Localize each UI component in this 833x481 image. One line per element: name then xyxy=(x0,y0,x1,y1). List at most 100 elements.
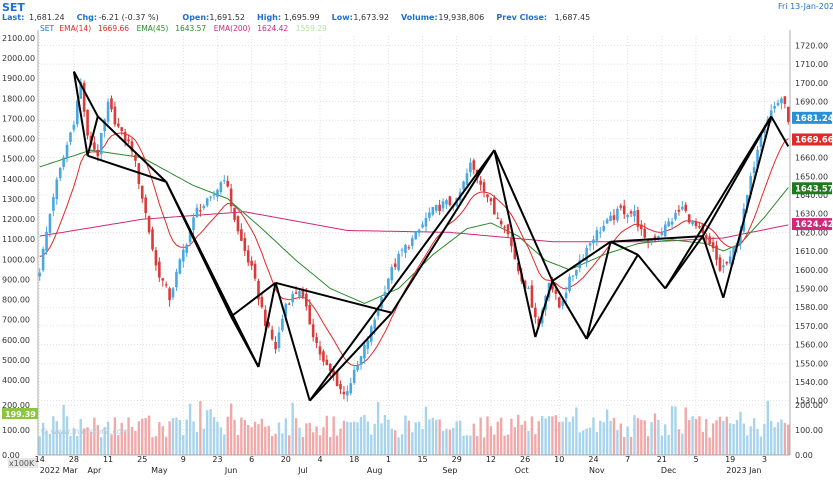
candle-body xyxy=(674,212,677,220)
right-tick-label: 1660.00 xyxy=(795,154,828,163)
price-badge-label: 1681.24 xyxy=(795,114,833,124)
x-tick-label: 14 xyxy=(35,455,45,464)
volume-bar xyxy=(229,403,233,455)
grid-lines xyxy=(38,36,790,456)
ema14-series xyxy=(39,132,789,367)
candle-body xyxy=(298,290,301,297)
volume-bar xyxy=(380,423,383,455)
pattern-segment xyxy=(257,282,277,368)
candle-body xyxy=(328,364,332,371)
volume-bar xyxy=(192,421,195,455)
left-tick-label: 2100.00 xyxy=(2,34,35,43)
volume-bar xyxy=(400,434,404,455)
volume-tick-label-right: 100.00 xyxy=(795,426,823,435)
candle-body xyxy=(571,275,575,277)
volume-unit-box xyxy=(8,458,38,468)
volume-bar xyxy=(458,420,462,455)
pattern-leg xyxy=(664,115,773,289)
volume-bar xyxy=(523,421,527,455)
pattern-segment xyxy=(309,312,393,402)
volume-bar xyxy=(373,423,376,455)
candle-body xyxy=(534,307,537,318)
candle-body xyxy=(588,243,592,246)
volume-bar xyxy=(267,425,270,455)
candle-body xyxy=(592,239,595,244)
candle-body xyxy=(144,197,147,214)
candle-body xyxy=(725,261,729,264)
volume-bar xyxy=(284,418,288,455)
volume-bar xyxy=(219,427,223,455)
candle-body xyxy=(643,228,647,238)
volume-bar xyxy=(178,419,182,455)
candle-body xyxy=(284,303,288,317)
volume-bar xyxy=(431,417,434,455)
volume-bar xyxy=(298,427,301,455)
candle-body xyxy=(291,293,294,303)
volume-bar xyxy=(732,424,735,455)
volume-bar xyxy=(89,431,93,455)
volume-bar xyxy=(240,417,243,455)
candle-body xyxy=(188,230,192,243)
volume-bar xyxy=(137,421,141,455)
volume-tick-label-right: 200.00 xyxy=(795,401,823,410)
volume-bar xyxy=(684,407,687,455)
quote-value: 19,938,806 xyxy=(438,13,484,22)
volume-bar xyxy=(212,417,216,455)
price-badge-label: 1643.57 xyxy=(795,184,833,194)
candle-body xyxy=(192,217,195,231)
quote-label: Low: xyxy=(332,13,353,22)
volume-bar xyxy=(701,431,705,455)
candle-body xyxy=(246,250,250,263)
volume-bar xyxy=(687,420,691,455)
left-tick-label: 1400.00 xyxy=(2,175,35,184)
volume-bar xyxy=(599,420,602,455)
candle-body xyxy=(195,207,199,218)
candle-body xyxy=(575,270,578,276)
candle-body xyxy=(315,337,318,344)
left-tick-label: 1500.00 xyxy=(2,155,35,164)
candle-body xyxy=(93,142,96,150)
volume-bar xyxy=(294,418,298,455)
volume-bar xyxy=(479,417,482,455)
month-label: Aug xyxy=(367,466,383,475)
candle-body xyxy=(404,244,407,253)
candle-body xyxy=(629,211,633,214)
volume-bar xyxy=(281,433,284,455)
candle-body xyxy=(428,212,431,218)
candle-body xyxy=(250,260,253,266)
volume-bar xyxy=(469,435,472,455)
candle-body xyxy=(387,278,390,290)
candle-body xyxy=(780,98,783,104)
volume-bar xyxy=(715,420,718,455)
volume-bar xyxy=(643,420,646,455)
candle-body xyxy=(151,229,154,250)
volume-bar xyxy=(551,416,554,455)
candle-body xyxy=(243,238,247,251)
volume-bar xyxy=(476,436,479,455)
volume-bar xyxy=(681,433,684,455)
volume-bar xyxy=(120,422,123,455)
pattern-segment xyxy=(97,115,167,183)
candle-body xyxy=(759,133,763,147)
quote-label: Chg: xyxy=(77,13,98,22)
volume-bar xyxy=(746,435,749,455)
volume-bar xyxy=(725,416,728,455)
volume-bar xyxy=(363,415,366,455)
left-tick-label: 1800.00 xyxy=(2,94,35,103)
x-tick-label: 4 xyxy=(317,455,322,464)
month-label: 2022 Mar xyxy=(40,466,79,475)
candle-body xyxy=(267,322,271,327)
volume-bar xyxy=(195,431,199,455)
volume-bar xyxy=(708,437,711,455)
candle-body xyxy=(677,209,681,212)
volume-bar xyxy=(315,426,318,455)
quote-value: 1,687.45 xyxy=(555,13,591,22)
pattern-leg xyxy=(230,282,277,318)
volume-bar xyxy=(612,417,616,455)
x-tick-label: 18 xyxy=(349,455,359,464)
left-tick-label: 600.00 xyxy=(2,336,30,345)
candle-body xyxy=(417,229,421,233)
axis-labels: 2100.002000.001900.001800.001700.001600.… xyxy=(2,34,833,475)
volume-bar xyxy=(41,422,45,455)
volume-bar xyxy=(308,422,311,455)
